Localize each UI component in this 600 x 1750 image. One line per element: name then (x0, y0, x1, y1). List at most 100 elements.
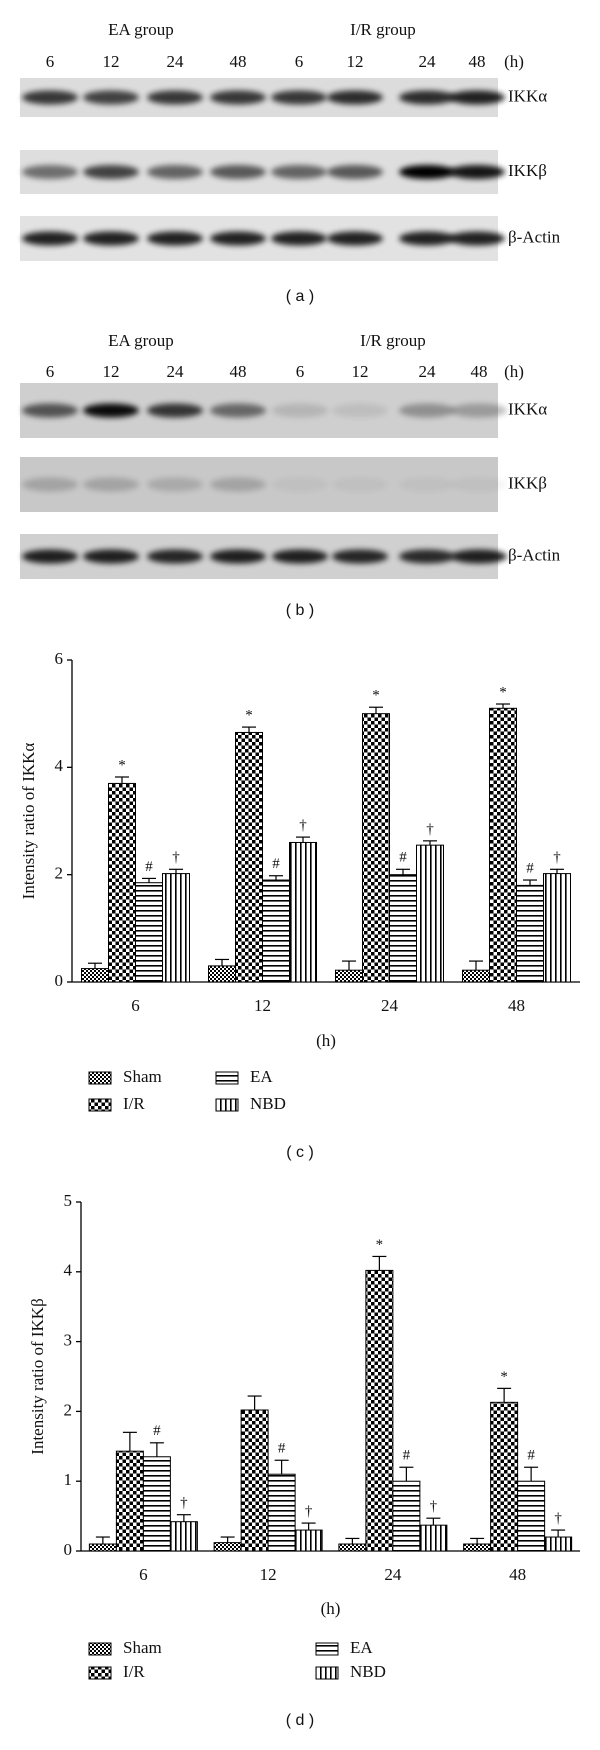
significance-mark: † (299, 818, 307, 834)
band (210, 165, 266, 179)
legend-label: NBD (350, 1662, 386, 1681)
band (83, 90, 139, 105)
bar (516, 884, 544, 983)
legend-swatch (315, 1642, 339, 1656)
error-bar (242, 726, 256, 733)
group-label: I/R group (360, 331, 426, 350)
lane-label: 6 (46, 52, 55, 71)
significance-mark: * (499, 684, 507, 700)
x-tick-label: 24 (381, 996, 399, 1015)
band (22, 549, 78, 564)
row-label: β-Actin (508, 227, 561, 246)
significance-mark: † (430, 1499, 438, 1515)
error-bar (122, 1431, 137, 1452)
error-bar (426, 1517, 441, 1526)
bar (162, 873, 190, 983)
y-tick-label: 0 (55, 971, 64, 990)
significance-mark: † (426, 821, 434, 837)
bar (416, 844, 444, 983)
band (210, 477, 266, 492)
band (83, 403, 139, 418)
bar (544, 1536, 573, 1552)
y-tick-label: 6 (55, 649, 64, 668)
legend-label: Sham (123, 1638, 162, 1657)
bar (88, 1543, 117, 1552)
lane-label: 48 (230, 52, 247, 71)
band (451, 549, 507, 564)
bar (240, 1409, 269, 1552)
error-bar (296, 836, 310, 843)
error-bar (88, 962, 102, 969)
y-tick-label: 1 (64, 1470, 73, 1489)
legend-label: EA (250, 1067, 273, 1086)
significance-mark: # (278, 1441, 286, 1457)
legend-label: EA (350, 1638, 373, 1657)
error-bar (220, 1536, 235, 1543)
significance-mark: # (153, 1423, 161, 1439)
error-bar (550, 868, 564, 874)
error-bar (215, 958, 229, 966)
bar (81, 968, 109, 983)
legend-swatch (215, 1071, 239, 1085)
bar (517, 1480, 546, 1552)
band (147, 90, 203, 105)
significance-mark: # (399, 850, 407, 866)
row-label: IKKα (508, 86, 547, 105)
band (210, 231, 266, 246)
bar (262, 879, 290, 983)
x-tick-label: 12 (260, 1565, 277, 1584)
error-bar (470, 1537, 485, 1545)
bar (463, 1543, 492, 1552)
bar (543, 873, 571, 983)
lane-label: 24 (419, 362, 437, 381)
group-label: EA group (108, 331, 174, 350)
legend-swatch (88, 1071, 112, 1085)
unit-label: (h) (504, 362, 524, 381)
error-bar (396, 868, 410, 875)
band (147, 165, 203, 179)
significance-mark: † (553, 850, 561, 866)
legend-swatch (88, 1098, 112, 1112)
error-bar (176, 1514, 191, 1522)
error-bar (551, 1529, 566, 1538)
significance-mark: * (372, 688, 380, 704)
bar (338, 1543, 367, 1552)
error-bar (399, 1466, 414, 1482)
legend-swatch (315, 1666, 339, 1680)
significance-mark: # (145, 859, 153, 875)
significance-mark: # (527, 1448, 535, 1464)
legend-swatch (88, 1642, 112, 1656)
legend-swatch (88, 1666, 112, 1680)
bar (490, 1401, 519, 1552)
band (147, 403, 203, 418)
band (327, 231, 383, 246)
lane-label: 12 (103, 362, 120, 381)
band (147, 477, 203, 492)
bar (389, 874, 417, 983)
y-tick-label: 2 (64, 1400, 73, 1419)
band (210, 549, 266, 564)
error-bar (523, 879, 537, 886)
band (22, 403, 78, 418)
bar (135, 882, 163, 983)
band (272, 477, 328, 492)
error-bar (269, 875, 283, 881)
bar (213, 1542, 242, 1552)
y-tick-label: 4 (64, 1261, 73, 1280)
row-label: β-Actin (508, 545, 561, 564)
caption: ( c ) (286, 1144, 314, 1161)
band (327, 165, 383, 179)
x-tick-label: 48 (508, 996, 525, 1015)
unit-label: (h) (504, 52, 524, 71)
error-bar (115, 776, 129, 784)
row-label: IKKβ (508, 473, 547, 492)
band (451, 477, 507, 492)
legend-label: I/R (123, 1662, 145, 1681)
group-label: I/R group (350, 20, 416, 39)
error-bar (345, 1537, 360, 1545)
bar (235, 731, 263, 983)
band (83, 165, 139, 179)
legend-label: Sham (123, 1067, 162, 1086)
y-tick-label: 0 (64, 1540, 73, 1559)
x-tick-label: 6 (131, 996, 140, 1015)
